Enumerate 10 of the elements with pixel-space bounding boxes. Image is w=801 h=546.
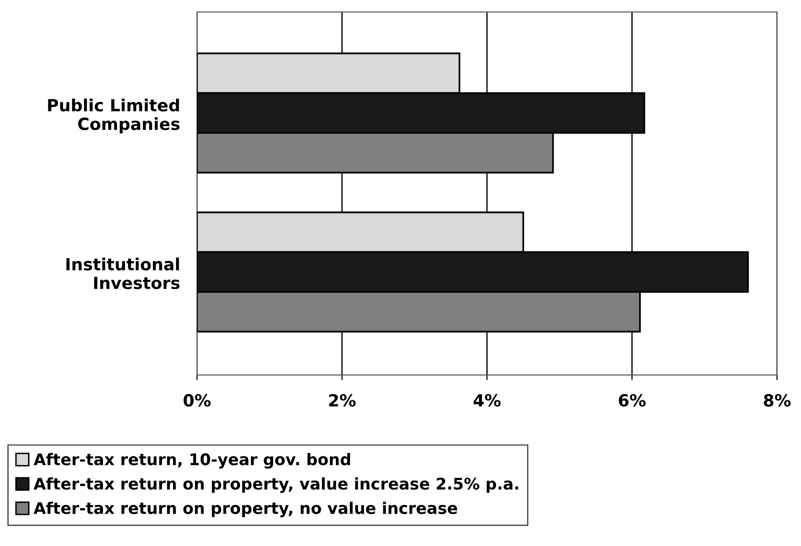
legend-label: After-tax return, 10-year gov. bond — [34, 452, 350, 469]
x-tick-label: 2% — [329, 394, 356, 407]
legend-label: After-tax return on property, value increase 2.5% p.a. — [34, 477, 518, 493]
y-tick-label: Public Limited Companies — [48, 98, 180, 134]
x-tick-label: 0% — [184, 394, 211, 407]
legend-label: After-tax return on property, no value increase — [34, 502, 458, 518]
y-tick-label: Institutional Investors — [66, 258, 180, 290]
x-tick-label: 8% — [764, 394, 791, 407]
x-tick-label: 6% — [618, 394, 646, 407]
x-tick-label: 4% — [474, 394, 501, 407]
